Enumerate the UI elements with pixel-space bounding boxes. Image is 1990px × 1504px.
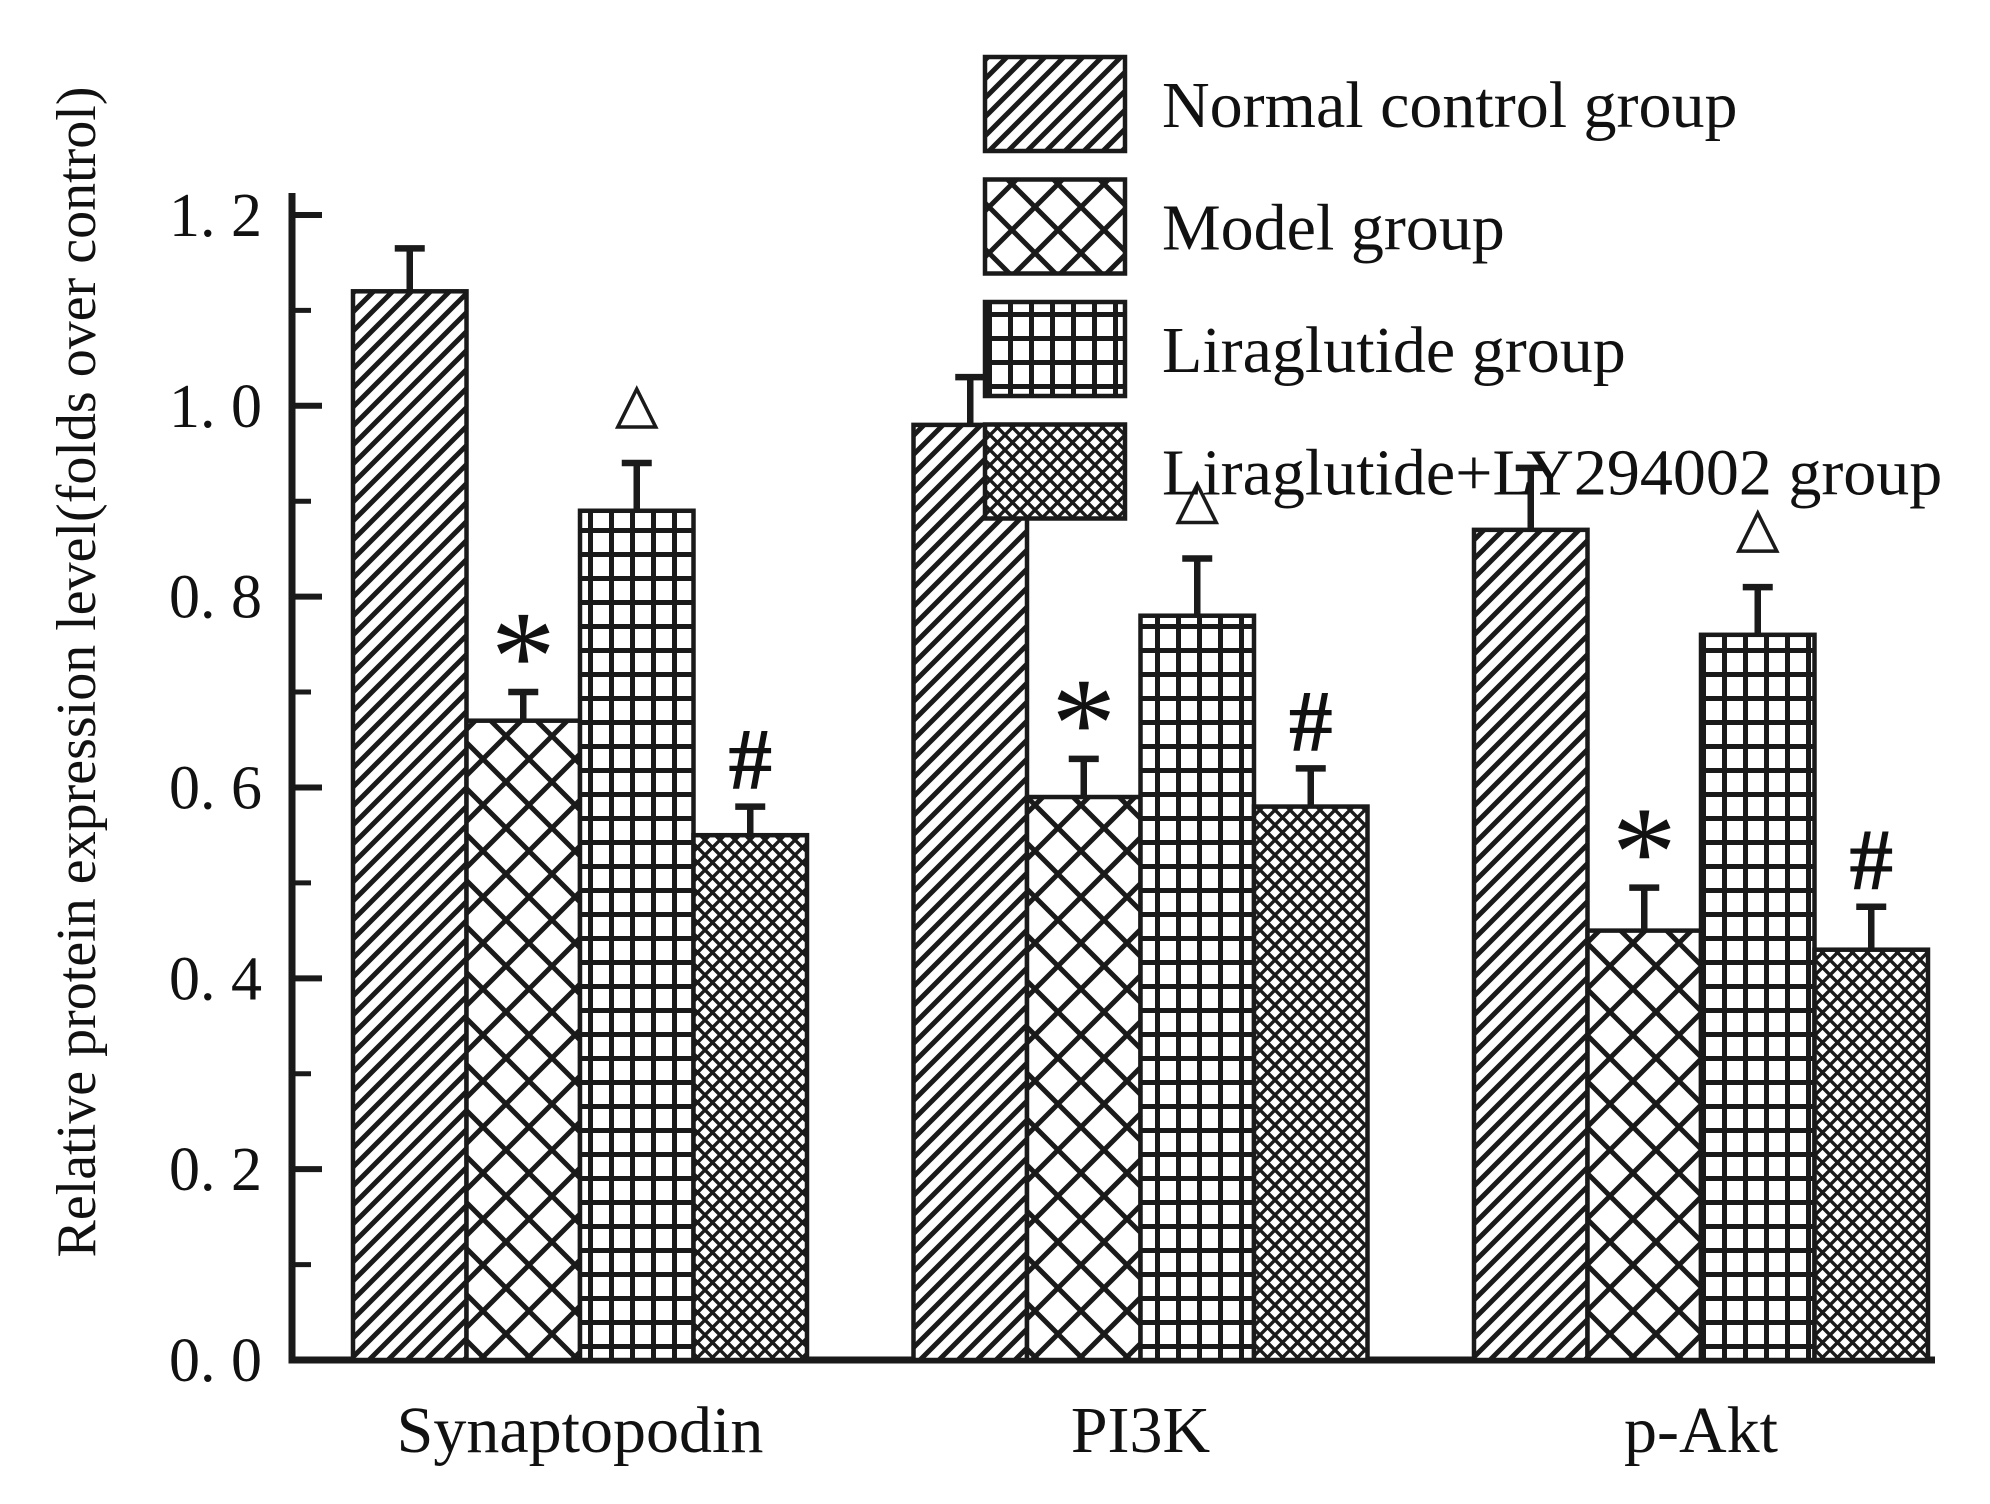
- significance-hash: #: [1849, 812, 1893, 909]
- bar-cross-hatch-large-p-Akt: [1585, 928, 1704, 1363]
- bar-diagonal-hatch-p-Akt: [1471, 527, 1590, 1363]
- bar-grid-Synaptopodin: [577, 508, 696, 1363]
- significance-asterisk: *: [491, 585, 556, 729]
- significance-hash: #: [728, 712, 772, 809]
- y-tick-label: 1. 0: [169, 373, 262, 441]
- legend-label: Liraglutide+LY294002 group: [1162, 437, 1942, 510]
- legend-label: Liraglutide group: [1162, 314, 1626, 387]
- significance-asterisk: *: [1051, 652, 1116, 796]
- y-tick-label: 0. 8: [169, 564, 262, 632]
- y-tick-label: 1. 2: [169, 182, 262, 250]
- legend-label: Model group: [1162, 192, 1505, 265]
- legend-swatch-grid: [982, 299, 1128, 399]
- bar-diagonal-hatch-PI3K: [911, 422, 1030, 1363]
- significance-triangle: [1735, 509, 1780, 553]
- category-label-PI3K: PI3K: [1071, 1394, 1210, 1467]
- legend-swatch-diagonal-hatch: [982, 54, 1128, 154]
- y-tick-label: 0. 0: [169, 1327, 262, 1395]
- bar-dense-cross-hatch-PI3K: [1251, 804, 1370, 1363]
- bar-cross-hatch-large-Synaptopodin: [464, 718, 583, 1363]
- bar-grid-PI3K: [1138, 613, 1257, 1363]
- significance-asterisk: *: [1612, 781, 1677, 925]
- significance-hash: #: [1289, 673, 1333, 770]
- category-label-p-Akt: p-Akt: [1624, 1394, 1778, 1467]
- y-axis-title: Relative protein expression level(folds …: [46, 87, 108, 1258]
- y-tick-label: 0. 4: [169, 945, 262, 1013]
- y-tick-label: 0. 2: [169, 1136, 262, 1204]
- legend-swatch-cross-hatch-large: [982, 177, 1128, 276]
- significance-triangle: [1175, 480, 1220, 525]
- legend-label: Normal control group: [1162, 69, 1738, 142]
- legend-swatch-dense-cross-hatch: [982, 422, 1128, 521]
- category-label-Synaptopodin: Synaptopodin: [397, 1394, 764, 1467]
- bar-cross-hatch-large-PI3K: [1024, 794, 1143, 1363]
- bar-dense-cross-hatch-Synaptopodin: [691, 832, 810, 1363]
- y-tick-label: 0. 6: [169, 754, 262, 822]
- significance-triangle: [614, 385, 659, 429]
- bar-diagonal-hatch-Synaptopodin: [350, 289, 469, 1363]
- bar-dense-cross-hatch-p-Akt: [1812, 947, 1931, 1363]
- bar-grid-p-Akt: [1698, 632, 1817, 1363]
